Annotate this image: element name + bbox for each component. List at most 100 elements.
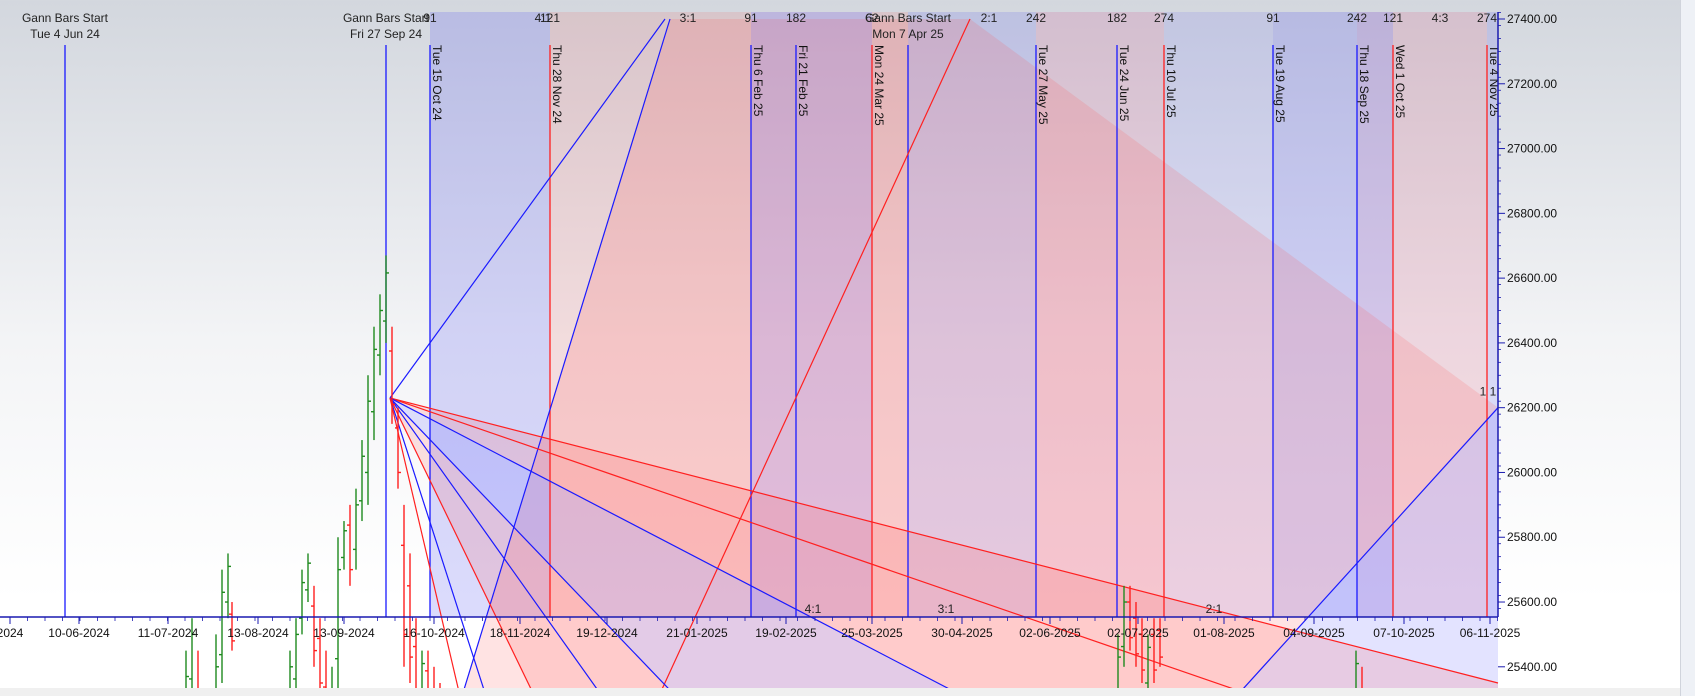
price-bar [413,618,417,696]
price-bar [365,375,371,505]
date-tick-label: 25-03-2025 [841,626,903,640]
price-bar [189,618,195,696]
cycle-date-label: Tue 15 Oct 24 [430,45,444,121]
gann-fan-down-line [389,397,536,696]
price-tick-label: 25600.00 [1507,595,1557,609]
time-band [550,12,751,617]
price-bar [359,440,365,522]
price-bar [1133,602,1139,667]
time-bands [430,12,1498,617]
time-band [1487,12,1498,617]
price-axis[interactable]: 27400.00 27200.00 27000.00 26800.00 26600.00… [1497,12,1557,696]
fan-ratio-bottom-label: 2:1 [1206,602,1223,616]
cycle-count-label: 4:3 [1432,11,1449,25]
gann-fan-down-line [389,397,677,696]
price-bar [311,585,317,667]
ohlc-price-bars [185,255,1363,696]
right-scroll-panel[interactable] [1680,0,1695,696]
cycle-date-label: Thu 10 Jul 25 [1164,45,1178,118]
price-tick-label: 26800.00 [1507,206,1557,220]
date-tick-label: 04-09-2025 [1283,626,1345,640]
price-bar [299,569,305,635]
date-tick-label: 13-09-2024 [313,626,375,640]
price-tick-label: 25800.00 [1507,530,1557,544]
gann-fan-lines [389,18,1499,696]
cycle-date-label: Tue 24 Jun 25 [1117,45,1131,122]
cycle-count-label: 274 [1477,11,1497,25]
cycle-date-label: Thu 6 Feb 25 [751,45,765,117]
price-bar [401,504,407,667]
gann-fan-down-line [389,397,461,696]
cycle-count-label: 4:1 [535,11,552,25]
gann-fan-down-line [389,397,965,696]
date-tick-label: 30-04-2025 [931,626,993,640]
price-bar [1121,585,1127,667]
date-tick-label: 2024 [0,626,24,640]
cycle-count-label: 91 [744,11,758,25]
gann-start-date: Tue 4 Jun 24 [30,27,100,41]
fan-fill [462,19,970,696]
price-bar [293,618,299,696]
gann-start-date: Mon 7 Apr 25 [872,27,944,41]
price-tick-label: 27000.00 [1507,142,1557,156]
cycle-count-label: 121 [540,11,560,25]
price-tick-label: 26600.00 [1507,271,1557,285]
price-bar [335,537,341,696]
date-tick-label: 11-07-2024 [138,626,199,640]
price-bar [1151,618,1157,683]
cycle-count-label: 182 [786,11,806,25]
date-axis[interactable]: 2024 10-06-2024 11-07-2024 13-08-2024 13-09-… [0,616,1521,640]
date-tick-label: 19-02-2025 [755,626,817,640]
date-tick-label: 10-06-2024 [48,626,110,640]
cycle-date-label: Fri 21 Feb 25 [796,45,810,117]
fan-ratio-bottom-label: 3:1 [938,602,955,616]
cycle-count-label: 62 [865,11,879,25]
cycle-count-label: 2:1 [981,11,998,25]
time-band [1164,12,1273,617]
cycle-count-label: 91 [423,11,437,25]
cycle-date-label: Mon 24 Mar 25 [872,45,886,126]
price-bar [371,326,377,441]
date-tick-label: 01-08-2025 [1193,626,1255,640]
gann-fan-up-line [1235,407,1499,696]
price-tick-label: 26400.00 [1507,336,1557,350]
cycle-count-label: 182 [1107,11,1127,25]
cycle-date-label: Tue 4 Nov 25 [1487,45,1501,117]
fan-fill [390,397,1498,696]
date-tick-label: 13-08-2024 [227,626,289,640]
date-tick-label: 02-07-2025 [1107,626,1169,640]
price-bar [347,504,353,586]
price-bar [421,650,425,696]
date-tick-label: 07-10-2025 [1373,626,1435,640]
fan-fill [658,19,1498,696]
cycle-count-label: 242 [1026,11,1046,25]
price-tick-label: 25400.00 [1507,660,1557,674]
price-bar [1139,618,1145,683]
cycle-count-label: 274 [1154,11,1174,25]
price-bar [317,618,323,696]
gann-fan-up-line [461,18,671,696]
price-bar [407,553,413,683]
price-bar [383,255,389,343]
price-bar [1355,650,1359,696]
gann-fan-down-line [389,397,1499,684]
cycle-date-label: Tue 19 Aug 25 [1273,45,1287,123]
price-bar [323,650,327,696]
date-tick-label: 19-12-2024 [576,626,638,640]
date-tick-label: 16-10-2024 [403,626,465,640]
cycle-date-label: Thu 28 Nov 24 [550,45,564,124]
price-bar [219,569,225,683]
price-bar [229,602,235,651]
cycle-date-label: Thu 18 Sep 25 [1357,45,1371,124]
price-tick-label: 27200.00 [1507,77,1557,91]
fan-ratio-label: 1 1 [1480,384,1497,398]
price-bar [185,650,189,696]
date-tick-label: 18-11-2024 [490,626,551,640]
date-tick-label: 06-11-2025 [1460,626,1521,640]
cycle-count-label: 3:1 [680,11,697,25]
gann-fan-down-line [389,397,487,696]
cycle-count-label: 121 [1383,11,1403,25]
gann-start-label: Gann Bars Start [865,11,952,25]
